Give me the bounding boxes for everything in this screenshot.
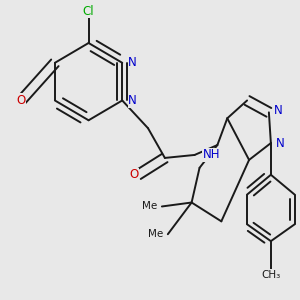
Text: N: N [128,56,137,69]
Text: Me: Me [142,202,157,212]
Text: CH₃: CH₃ [261,270,280,280]
Text: NH: NH [202,148,220,161]
Text: O: O [16,94,26,107]
Text: O: O [130,168,139,181]
Text: Cl: Cl [83,5,94,18]
Text: N: N [274,104,283,117]
Text: N: N [276,136,285,150]
Text: N: N [128,94,137,107]
Text: Me: Me [148,229,163,239]
